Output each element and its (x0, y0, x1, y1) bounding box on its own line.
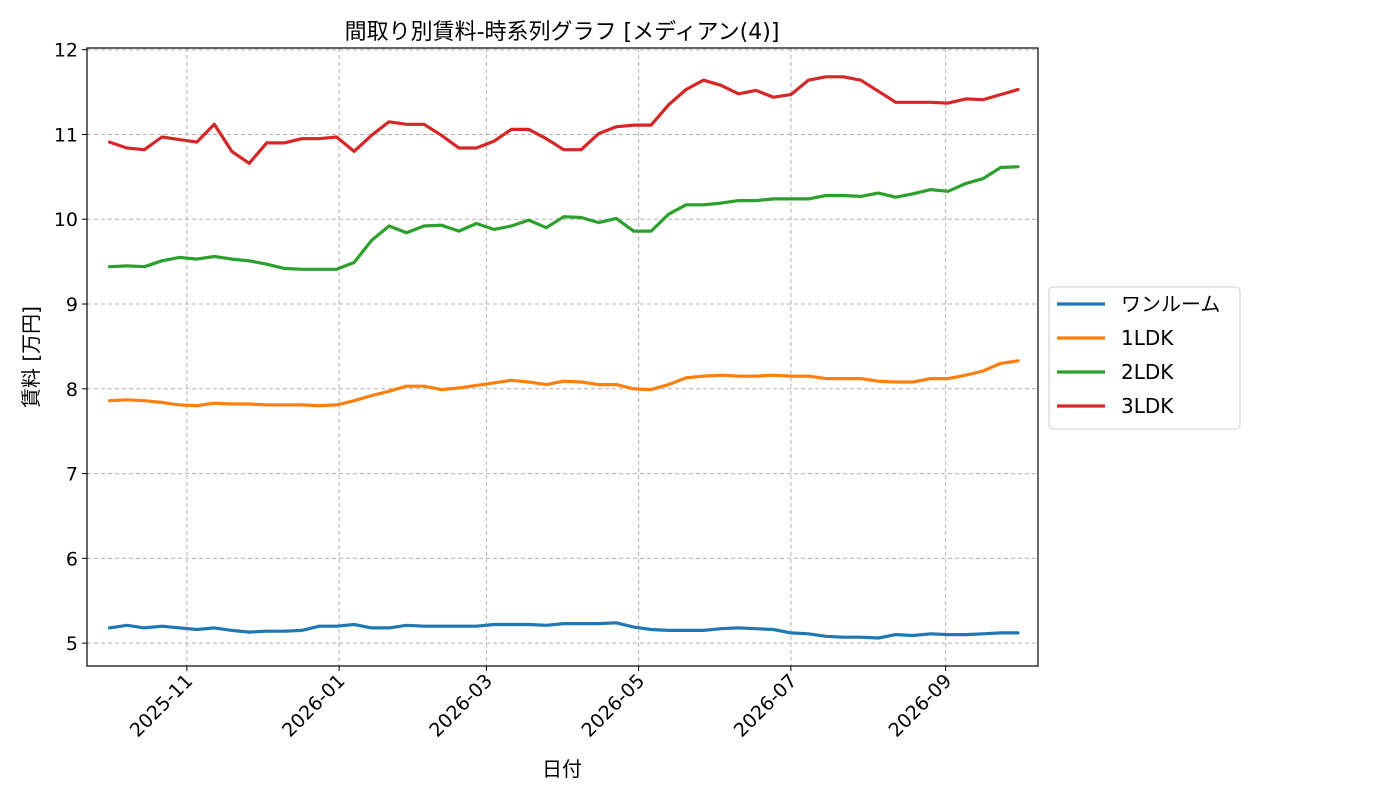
series-line-4 (107, 75, 1020, 165)
series-line-1 (107, 621, 1020, 640)
x-tick-label: 2025-11 (126, 670, 198, 742)
y-tick-label: 8 (66, 379, 78, 401)
y-tick-label: 11 (54, 124, 78, 146)
legend-label: 1LDK (1121, 326, 1174, 350)
y-tick-label: 6 (66, 548, 78, 570)
x-tick-label: 2026-01 (278, 670, 350, 742)
y-axis-label: 賃料 [万円] (19, 306, 43, 408)
plot-area-frame (86, 47, 1039, 667)
legend-label: ワンルーム (1121, 292, 1220, 316)
x-tick-label: 2026-07 (730, 670, 802, 742)
y-tick-label: 7 (66, 464, 78, 486)
series-line-3 (107, 165, 1020, 271)
series-line-2 (107, 359, 1020, 408)
x-axis-label: 日付 (542, 757, 582, 781)
chart-title: 間取り別賃料-時系列グラフ [メディアン(4)] (345, 20, 780, 45)
series-lines (107, 75, 1020, 640)
y-tick-label: 12 (54, 40, 78, 62)
x-tick-label: 2026-05 (577, 670, 649, 742)
legend-label: 3LDK (1121, 394, 1174, 418)
y-tick-label: 9 (66, 294, 78, 316)
y-axis-ticks: 5 6 7 8 9 10 11 12 (54, 40, 87, 655)
legend-box (1048, 286, 1241, 430)
x-tick-label: 2026-09 (884, 670, 956, 742)
legend: ワンルーム 1LDK 2LDK 3LDK (1048, 286, 1241, 430)
x-axis-ticks: 2025-11 2026-01 2026-03 2026-05 2026-07 2026-… (126, 666, 956, 742)
x-tick-label: 2026-03 (425, 670, 497, 742)
y-tick-label: 5 (66, 633, 78, 655)
y-tick-label: 10 (54, 209, 78, 231)
grid-lines (87, 48, 1038, 666)
legend-label: 2LDK (1121, 360, 1174, 384)
